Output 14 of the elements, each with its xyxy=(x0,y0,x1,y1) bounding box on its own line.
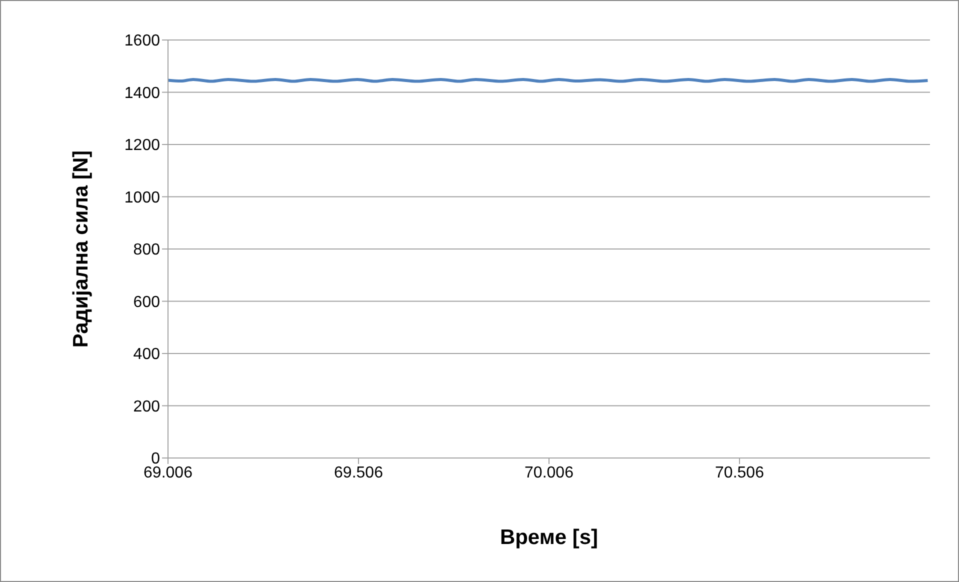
y-axis-title: Радијална сила [N] xyxy=(69,150,92,348)
y-tick-label: 1200 xyxy=(124,137,160,154)
y-tick-label: 800 xyxy=(133,242,160,259)
y-tick-label: 1400 xyxy=(124,84,160,102)
y-tick-label: 1600 xyxy=(124,32,160,50)
y-tick-label: 600 xyxy=(133,294,160,311)
x-tick-label: 70.006 xyxy=(524,464,574,482)
x-tick-label: 69.006 xyxy=(144,464,193,482)
y-tick-label: 1000 xyxy=(124,189,160,206)
x-axis-title: Време [s] xyxy=(500,526,598,549)
x-tick-label: 69.506 xyxy=(334,464,384,482)
y-tick-label: 400 xyxy=(133,346,160,364)
y-tick-label: 200 xyxy=(133,398,160,416)
x-tick-label: 70.506 xyxy=(715,464,764,482)
